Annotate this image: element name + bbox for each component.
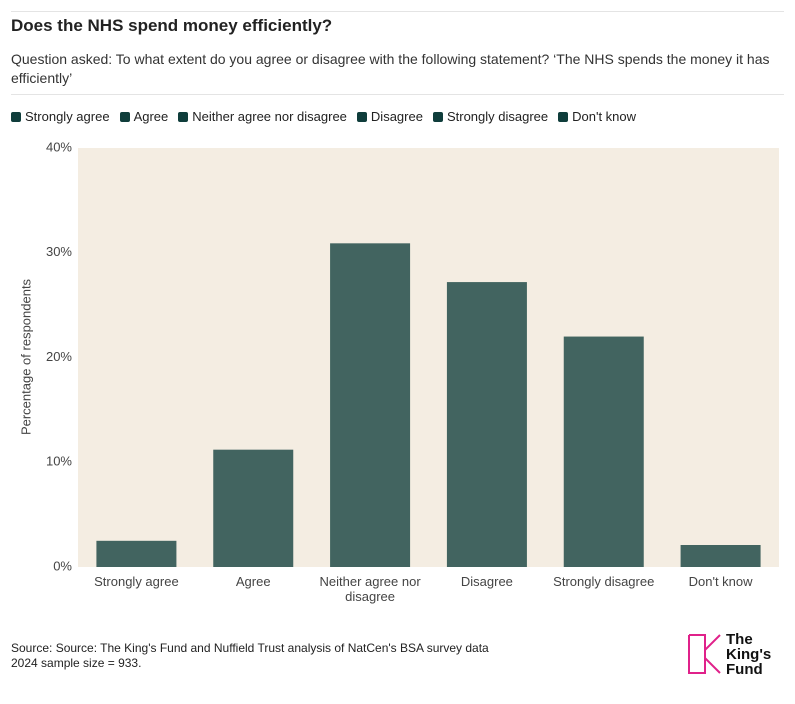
logo-text: The King's Fund (726, 632, 771, 677)
bar (213, 449, 294, 567)
x-tick-label: Disagree (460, 574, 513, 589)
y-tick-label: 20% (46, 349, 72, 364)
legend-item: Strongly agree (11, 109, 110, 124)
legend-item: Strongly disagree (432, 109, 549, 124)
chart-subtitle: Question asked: To what extent do you ag… (11, 51, 770, 86)
legend-swatch (356, 111, 367, 122)
y-tick-label: 30% (46, 244, 72, 259)
x-tick-label: Agree (235, 574, 271, 589)
legend-swatch (558, 111, 569, 122)
logo-mark (688, 634, 721, 674)
bar (446, 282, 527, 567)
bar (680, 545, 761, 567)
legend-swatch (178, 111, 189, 122)
legend-item: Don't know (558, 109, 636, 124)
plot-background (78, 148, 779, 567)
legend-swatch (11, 111, 21, 122)
legend-label: Neither agree nor disagree (192, 109, 347, 124)
source-line: Source: Source: The King's Fund and Nuff… (11, 641, 489, 655)
y-axis-title: Percentage of respondents (18, 278, 33, 435)
legend-label: Disagree (370, 109, 423, 124)
legend-item: Neither agree nor disagree (178, 109, 347, 124)
legend-item: Disagree (356, 109, 423, 124)
legend-item: Agree (119, 109, 169, 124)
x-tick-label: Neither agree nor disagree (319, 574, 421, 604)
source-line: 2024 sample size = 933. (11, 656, 142, 670)
legend: Strongly agree Agree Neither agree nor dis… (11, 109, 636, 124)
x-tick-label: Don't know (688, 574, 753, 589)
legend-label: Don't know (572, 109, 637, 124)
x-tick-label: Strongly agree (94, 574, 179, 589)
y-tick-label: 0% (53, 558, 72, 573)
logo-line: King's (726, 646, 772, 663)
y-tick-label: 40% (46, 139, 72, 154)
legend-swatch (119, 111, 130, 122)
chart: Percentage of respondents 0% 10% 20% 30% 40% (18, 139, 779, 573)
divider (11, 94, 784, 95)
x-tick-label: Strongly disagree (553, 574, 655, 589)
legend-label: Strongly disagree (446, 109, 549, 124)
top-rule (11, 11, 784, 12)
logo-line: The (726, 631, 753, 648)
legend-label: Strongly agree (25, 109, 110, 124)
bar (330, 243, 411, 567)
legend-swatch (432, 111, 443, 122)
bar (96, 540, 177, 567)
y-tick-label: 10% (46, 454, 72, 469)
logo-line: Fund (726, 661, 763, 678)
chart-title: Does the NHS spend money efficiently? (11, 16, 333, 35)
bar (563, 336, 644, 567)
legend-label: Agree (133, 109, 169, 124)
